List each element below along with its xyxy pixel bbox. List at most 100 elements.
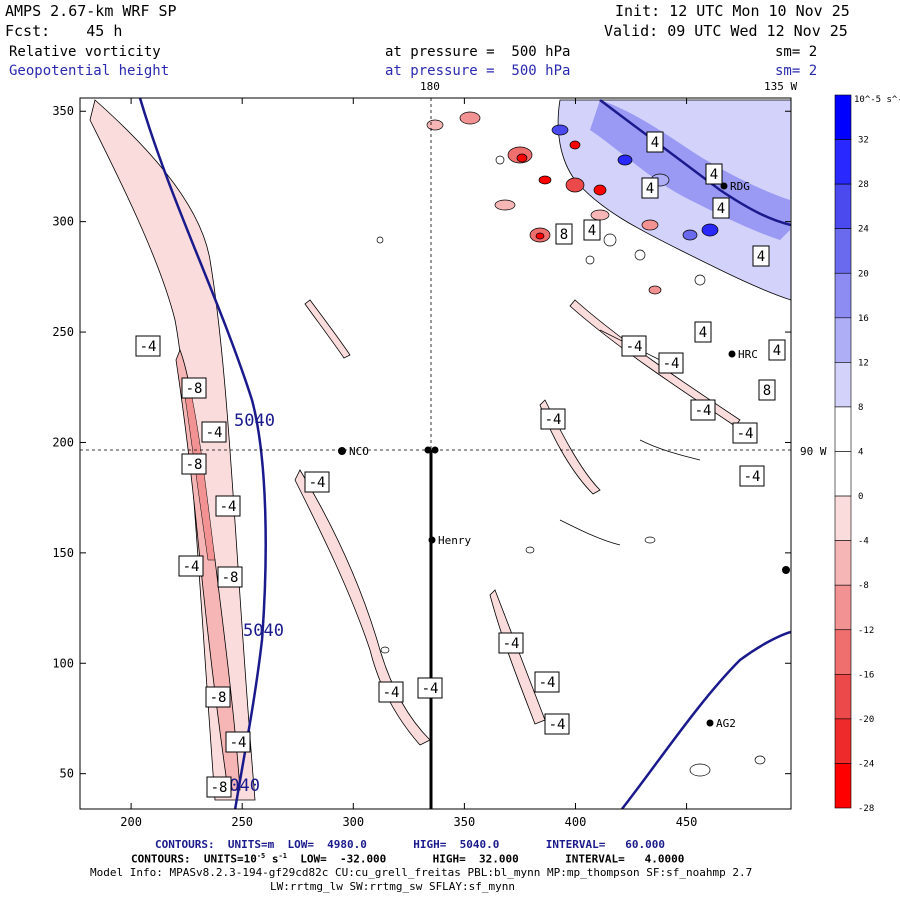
positive-vorticity-region	[557, 99, 791, 301]
vorticity-streak-2	[489, 589, 546, 725]
vorticity-contour-range: LOW= -32.000 HIGH= 32.000 INTERVAL= 4.00…	[286, 852, 685, 866]
station-nco-label: NCO	[349, 445, 369, 458]
vorticity-label-neg-text: -8	[222, 570, 239, 586]
vorticity-contour-prefix: CONTOURS: UNITS=10	[131, 852, 257, 866]
colorbar-label: -8	[858, 581, 869, 591]
vorticity-label-neg-box	[498, 632, 524, 654]
vorticity-label-pos-text: 4	[773, 343, 781, 359]
stations: NCO Henry RDG HRC AG2	[338, 180, 758, 730]
vorticity-label-neg-text: -4	[383, 685, 400, 701]
vorticity-label-pos: 4	[646, 131, 664, 153]
colorbar-segment	[834, 718, 852, 764]
vorticity-label-pos: 4	[705, 163, 723, 185]
vorticity-label-neg-text: -4	[503, 636, 520, 652]
vorticity-labels: -4-8-4-8-4-4-8-8-4-8-4-4 -4-4-4-4-4-4-4-4…	[135, 131, 786, 798]
pressure-label-2: at pressure = 500 hPa	[385, 63, 571, 79]
colorbar-label: 24	[858, 225, 869, 235]
field-height-label: Geopotential height	[9, 63, 170, 79]
vorticity-label-neg-box	[378, 681, 404, 703]
vorticity-label-pos: 4	[694, 321, 712, 343]
vorticity-label-neg-box	[621, 335, 647, 357]
vorticity-label-neg: -4	[201, 421, 227, 443]
vorticity-label-pos-text: 8	[560, 227, 568, 243]
vorticity-label-neg: -4	[690, 399, 716, 421]
vorticity-label-neg: -4	[540, 408, 566, 430]
colorbar-segment	[834, 362, 852, 408]
vorticity-map: NCO Henry RDG HRC AG2 5040 5040 5040 -4-…	[52, 80, 900, 829]
vorticity-label-neg-box	[181, 377, 207, 399]
vorticity-label-neg-text: -4	[695, 403, 712, 419]
height-contour-southeast	[621, 630, 791, 809]
vorticity-label-neg-text: -4	[230, 735, 247, 751]
lon-180-label: 180	[420, 80, 440, 93]
vorticity-label-neg-box	[540, 408, 566, 430]
vorticity-label-neg-box	[205, 686, 231, 708]
vorticity-label-neg-text: -8	[186, 457, 203, 473]
colorbar-segment	[834, 139, 852, 185]
vorticity-label-neg-text: -4	[626, 339, 643, 355]
height-contour-info: CONTOURS: UNITS=m LOW= 4980.0 HIGH= 5040…	[155, 838, 665, 851]
vorticity-label-neg-box	[739, 465, 765, 487]
model-info: Model Info: MPASv8.2.3-194-gf29cd82c CU:…	[90, 866, 753, 879]
vorticity-label-neg-box	[135, 335, 161, 357]
vorticity-label-neg: -4	[534, 671, 560, 693]
station-hrc-marker	[728, 350, 736, 358]
vorticity-label-pos-box	[646, 131, 664, 153]
vorticity-label-pos-text: 4	[699, 325, 707, 341]
smoothing-label-1: sm= 2	[775, 44, 818, 60]
positive-vorticity-core	[590, 100, 790, 240]
colorbar-label: 12	[858, 358, 869, 368]
station-henry-label: Henry	[438, 534, 471, 547]
colorbar-label: -16	[858, 670, 874, 680]
vorticity-label-pos-box	[705, 163, 723, 185]
colorbar-segment	[834, 406, 852, 452]
colorbar-unit: 10^-5 s^-1	[854, 95, 900, 105]
vorticity-label-neg: -4	[378, 681, 404, 703]
vorticity-label-neg-text: -8	[210, 690, 227, 706]
valid-time: Valid: 09 UTC Wed 12 Nov 25	[604, 22, 848, 40]
vorticity-contour-info: CONTOURS: UNITS=10-5 s-1 LOW= -32.000 HI…	[131, 853, 684, 865]
y-tick-label: 300	[52, 215, 74, 229]
lon-135w-label: 135 W	[764, 80, 797, 93]
vorticity-label-neg-text: -4	[309, 475, 326, 491]
vorticity-label-pos: 4	[641, 177, 659, 199]
station-rdg-label: RDG	[730, 180, 750, 193]
vorticity-label-neg-box	[658, 352, 684, 374]
vorticity-label-neg: -8	[206, 776, 232, 798]
vorticity-label-neg-box	[544, 713, 570, 735]
colorbar-segment	[834, 674, 852, 720]
colorbar-segment	[834, 272, 852, 319]
lat-90w-label: 90 W	[800, 445, 827, 458]
vorticity-label-pos-text: 4	[710, 167, 718, 183]
vorticity-label-neg-box	[225, 731, 251, 753]
vorticity-label-neg: -8	[217, 566, 243, 588]
x-tick-label: 350	[454, 815, 476, 829]
field-vorticity-label: Relative vorticity	[9, 44, 161, 60]
vorticity-streak-1	[294, 469, 431, 746]
x-tick-label: 200	[120, 815, 142, 829]
vorticity-label-neg: -4	[732, 422, 758, 444]
vorticity-label-pos: 4	[752, 245, 770, 267]
vorticity-label-neg-box	[178, 555, 204, 577]
y-tick-label: 350	[52, 104, 74, 118]
vorticity-label-neg: -4	[178, 555, 204, 577]
x-tick-label: 450	[676, 815, 698, 829]
vorticity-label-pos-text: 4	[651, 135, 659, 151]
vorticity-label-pos: 4	[583, 219, 601, 241]
vorticity-label-neg-text: -4	[206, 425, 223, 441]
vorticity-label-neg-box	[206, 776, 232, 798]
colorbar-segment	[834, 584, 852, 631]
colorbar-label: -28	[858, 804, 874, 814]
vorticity-label-neg-box	[417, 677, 443, 699]
colorbar-label: 20	[858, 269, 869, 279]
vorticity-unit: s	[265, 852, 279, 866]
convective-cluster	[426, 111, 719, 295]
vorticity-label-neg-box	[181, 453, 207, 475]
colorbar-segment	[834, 495, 852, 541]
vorticity-label-neg: -8	[181, 453, 207, 475]
x-tick-label: 400	[565, 815, 587, 829]
x-tick-label: 300	[342, 815, 364, 829]
vorticity-label-pos: 8	[555, 223, 573, 245]
y-tick-label: 150	[52, 546, 74, 560]
colorbar-segment	[834, 228, 852, 274]
